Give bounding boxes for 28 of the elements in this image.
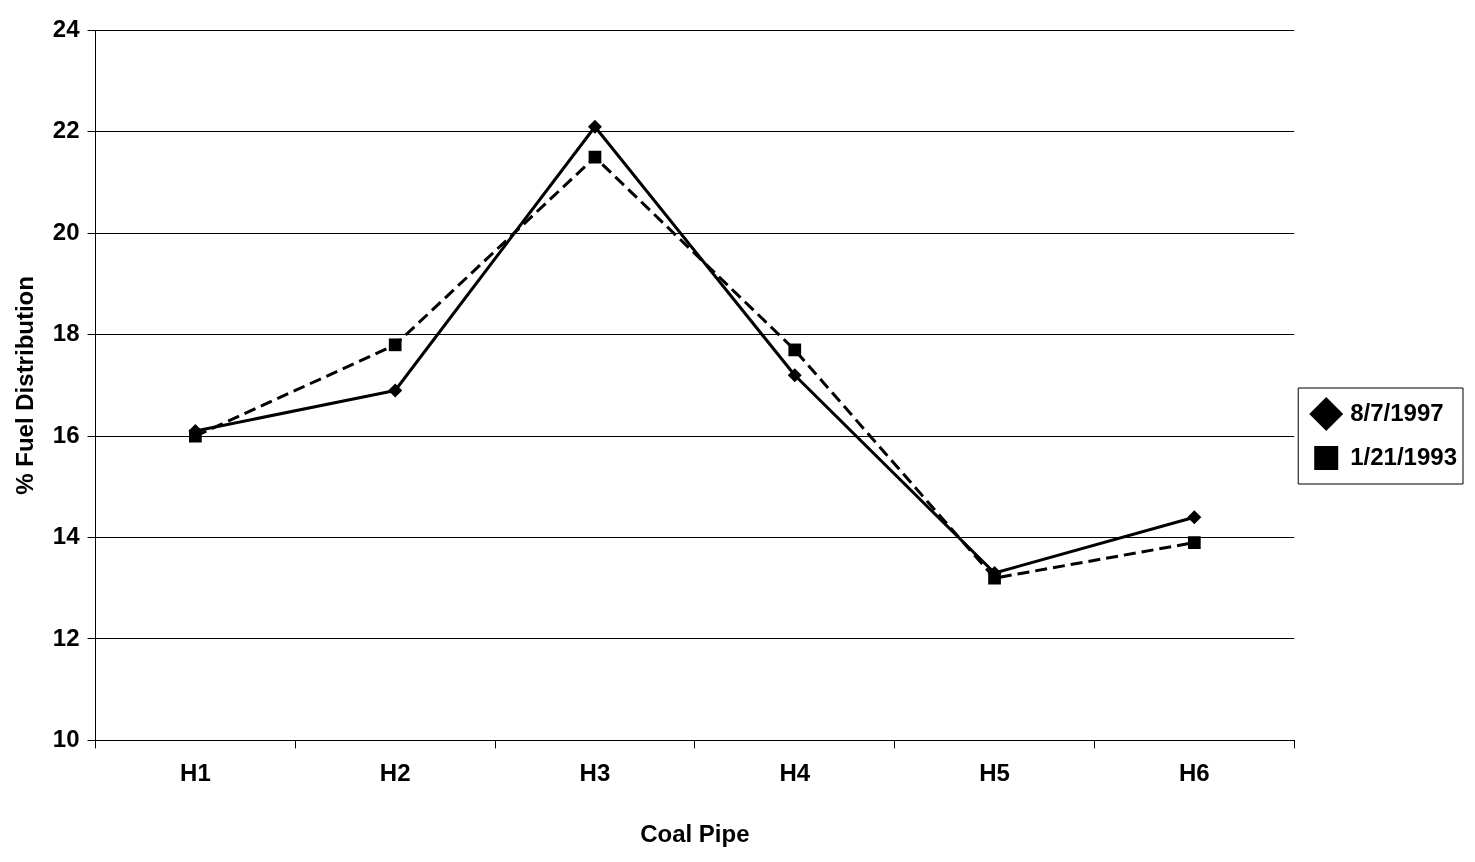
legend-label: 1/21/1993 — [1350, 442, 1458, 470]
y-tick-label: 14 — [52, 522, 81, 550]
y-tick-label: 20 — [52, 217, 80, 245]
y-tick-label: 10 — [52, 725, 80, 753]
point — [787, 368, 802, 383]
point — [988, 571, 1001, 585]
legend-label: 8/7/1997 — [1350, 398, 1444, 426]
point — [388, 383, 403, 398]
point — [588, 150, 602, 164]
y-tick-label: 18 — [52, 319, 80, 347]
point — [388, 338, 402, 352]
point — [587, 119, 602, 134]
y-tick-label: 24 — [52, 15, 81, 43]
point — [189, 429, 202, 443]
x-tick-label: H1 — [180, 759, 211, 787]
y-tick-label: 22 — [52, 116, 80, 144]
y-tick-label: 16 — [52, 420, 80, 448]
y-tick-label: 12 — [52, 623, 80, 651]
x-tick-label: H5 — [979, 759, 1010, 787]
y-axis-title: % Fuel Distribution — [11, 276, 39, 495]
point — [1187, 536, 1201, 549]
x-tick-label: H4 — [779, 759, 811, 787]
x-axis-title: Coal Pipe — [640, 820, 750, 848]
point — [788, 343, 802, 357]
x-tick-label: H6 — [1178, 759, 1210, 787]
point — [1187, 510, 1202, 525]
x-tick-label: H2 — [379, 759, 411, 787]
x-tick-label: H3 — [579, 759, 611, 787]
